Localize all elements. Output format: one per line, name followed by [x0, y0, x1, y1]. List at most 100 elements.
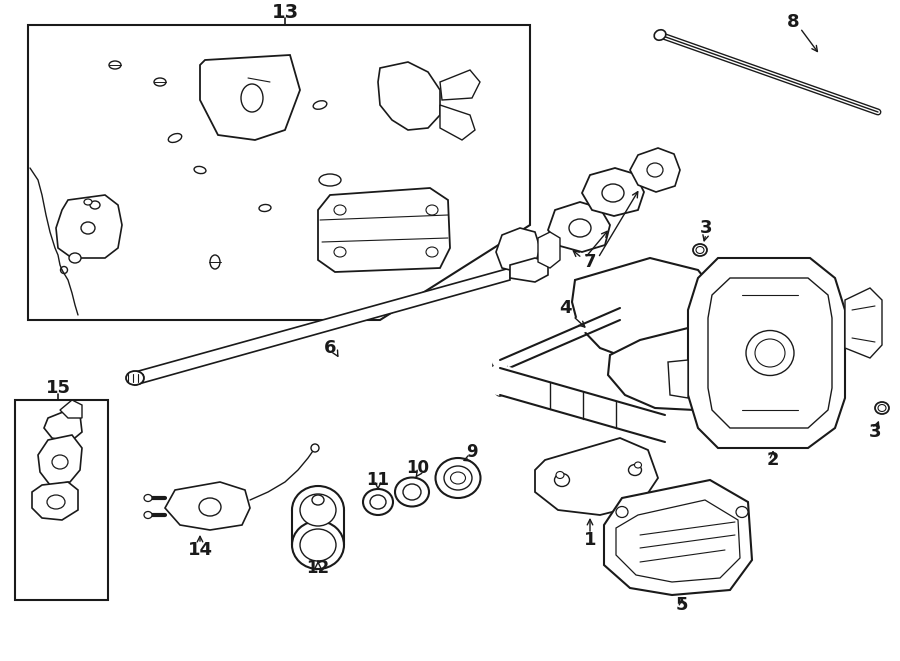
Ellipse shape — [602, 184, 624, 202]
Polygon shape — [582, 168, 644, 216]
Ellipse shape — [194, 167, 206, 174]
Ellipse shape — [875, 402, 889, 414]
Ellipse shape — [647, 163, 663, 177]
Text: 7: 7 — [584, 253, 596, 271]
Polygon shape — [56, 195, 122, 258]
Ellipse shape — [52, 455, 68, 469]
Ellipse shape — [259, 204, 271, 212]
Ellipse shape — [292, 486, 344, 534]
Polygon shape — [60, 400, 82, 418]
Text: 1: 1 — [584, 531, 596, 549]
Ellipse shape — [319, 174, 341, 186]
Ellipse shape — [634, 462, 642, 468]
Polygon shape — [32, 482, 78, 520]
Ellipse shape — [60, 266, 68, 274]
Polygon shape — [538, 232, 560, 268]
Text: 11: 11 — [366, 471, 390, 489]
Ellipse shape — [168, 134, 182, 143]
Ellipse shape — [569, 219, 591, 237]
Polygon shape — [708, 278, 832, 428]
Ellipse shape — [755, 339, 785, 367]
Polygon shape — [38, 435, 82, 485]
Text: 14: 14 — [187, 541, 212, 559]
Polygon shape — [440, 105, 475, 140]
Ellipse shape — [554, 473, 570, 486]
Ellipse shape — [403, 484, 421, 500]
Ellipse shape — [654, 30, 666, 40]
Polygon shape — [44, 410, 82, 442]
Ellipse shape — [736, 506, 748, 518]
Ellipse shape — [311, 444, 319, 452]
Ellipse shape — [199, 498, 221, 516]
Ellipse shape — [81, 222, 95, 234]
Ellipse shape — [436, 458, 481, 498]
Text: 2: 2 — [767, 451, 779, 469]
Polygon shape — [318, 188, 450, 272]
Ellipse shape — [493, 355, 507, 377]
Ellipse shape — [144, 512, 152, 518]
Ellipse shape — [334, 247, 346, 257]
Text: 13: 13 — [272, 3, 299, 22]
Ellipse shape — [334, 205, 346, 215]
Ellipse shape — [313, 100, 327, 109]
Ellipse shape — [746, 330, 794, 375]
Ellipse shape — [363, 489, 393, 515]
Text: 15: 15 — [46, 379, 70, 397]
Ellipse shape — [395, 477, 429, 506]
Polygon shape — [165, 482, 250, 530]
Polygon shape — [668, 360, 688, 398]
Ellipse shape — [210, 255, 220, 269]
Polygon shape — [845, 288, 882, 358]
Ellipse shape — [696, 247, 704, 254]
Ellipse shape — [451, 472, 465, 484]
Polygon shape — [572, 258, 720, 365]
Ellipse shape — [154, 78, 166, 86]
Ellipse shape — [69, 253, 81, 263]
Ellipse shape — [616, 506, 628, 518]
Ellipse shape — [693, 244, 707, 256]
Polygon shape — [200, 55, 300, 140]
Polygon shape — [510, 258, 548, 282]
Ellipse shape — [109, 61, 121, 69]
Ellipse shape — [241, 84, 263, 112]
Ellipse shape — [426, 247, 438, 257]
Ellipse shape — [426, 205, 438, 215]
Polygon shape — [548, 202, 610, 252]
Ellipse shape — [90, 201, 100, 209]
Ellipse shape — [312, 495, 324, 505]
Ellipse shape — [444, 466, 472, 490]
Polygon shape — [28, 25, 530, 320]
Text: 3: 3 — [868, 423, 881, 441]
Polygon shape — [535, 438, 658, 515]
Text: 8: 8 — [787, 13, 799, 31]
Text: 5: 5 — [676, 596, 688, 614]
Text: 9: 9 — [466, 443, 478, 461]
Ellipse shape — [300, 494, 336, 526]
Ellipse shape — [292, 521, 344, 569]
Polygon shape — [378, 62, 440, 130]
Text: 4: 4 — [559, 299, 572, 317]
Ellipse shape — [628, 465, 642, 475]
Polygon shape — [440, 70, 480, 100]
Polygon shape — [135, 268, 510, 385]
Ellipse shape — [144, 494, 152, 502]
Polygon shape — [616, 500, 740, 582]
Text: 6: 6 — [324, 339, 337, 357]
Ellipse shape — [492, 368, 508, 396]
Polygon shape — [688, 258, 845, 448]
Polygon shape — [604, 480, 752, 595]
Ellipse shape — [47, 495, 65, 509]
Polygon shape — [608, 325, 738, 410]
Ellipse shape — [370, 495, 386, 509]
Ellipse shape — [878, 405, 886, 412]
Text: 10: 10 — [407, 459, 429, 477]
Ellipse shape — [556, 471, 564, 479]
Polygon shape — [15, 400, 108, 600]
Ellipse shape — [84, 199, 92, 205]
Ellipse shape — [126, 371, 144, 385]
Polygon shape — [496, 228, 540, 272]
Polygon shape — [630, 148, 680, 192]
Ellipse shape — [300, 529, 336, 561]
Text: 3: 3 — [700, 219, 712, 237]
Polygon shape — [292, 510, 344, 545]
